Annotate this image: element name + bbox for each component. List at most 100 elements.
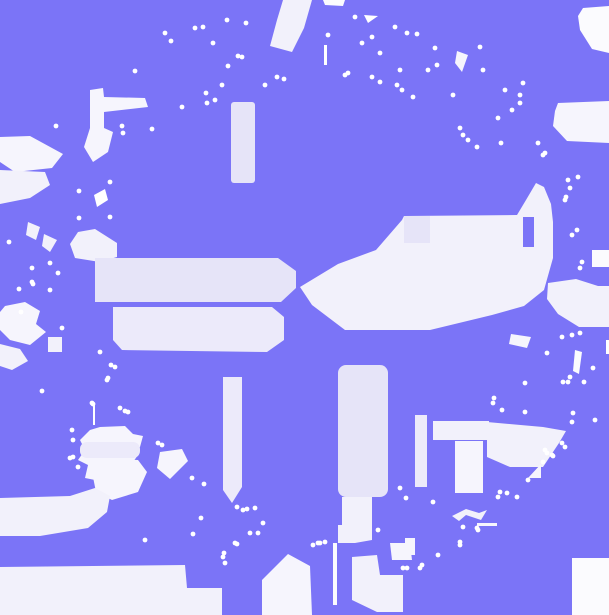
ring-dot: [97, 349, 103, 355]
ring-dot: [325, 32, 331, 38]
ring-dot: [149, 126, 155, 132]
ring-dot: [435, 552, 441, 558]
ring-dot: [155, 440, 161, 446]
small-parallelogram-c: [157, 449, 188, 479]
right-slash: [573, 350, 582, 374]
ring-dot: [392, 24, 398, 30]
ring-dot: [224, 17, 230, 23]
ring-dot: [477, 44, 483, 50]
f-bar-vertical: [415, 415, 427, 487]
ring-dot: [244, 506, 250, 512]
ring-dot: [563, 194, 569, 200]
ring-dot: [559, 440, 565, 446]
ring-dot: [220, 554, 226, 560]
ring-dot: [517, 92, 523, 98]
ring-dot: [567, 185, 573, 191]
bottom-hill: [262, 554, 312, 615]
ring-dot: [417, 565, 423, 571]
ring-dot: [234, 541, 240, 547]
ring-dot: [375, 527, 381, 533]
top-edge-strip: [323, 0, 345, 6]
ring-dot: [577, 265, 583, 271]
ring-dot: [142, 537, 148, 543]
ring-dot: [450, 92, 456, 98]
ring-dot: [219, 82, 225, 88]
ring-dot: [560, 379, 566, 385]
ring-dot: [16, 286, 22, 292]
ring-dot: [474, 525, 480, 531]
ring-dot: [212, 97, 218, 103]
ring-dot: [517, 100, 523, 106]
right-edge-tick: [606, 340, 609, 354]
ring-dot: [565, 177, 571, 183]
ring-dot: [352, 14, 358, 20]
ring-dot: [247, 530, 253, 536]
f-cluster: [487, 422, 566, 467]
ring-dot: [317, 540, 323, 546]
band-left-lower: [113, 307, 284, 352]
ring-dot: [55, 270, 61, 276]
ring-dot: [117, 405, 123, 411]
ring-dot: [559, 334, 565, 340]
ring-dot: [460, 524, 466, 530]
ring-dot: [162, 30, 168, 36]
f-bar-horizontal: [433, 421, 489, 440]
bird-shape: [452, 509, 487, 521]
ring-dot: [569, 232, 575, 238]
ring-dot: [590, 365, 596, 371]
ring-dot: [397, 67, 403, 73]
right-mass: [300, 183, 553, 330]
small-parallelogram-b: [509, 334, 531, 348]
ring-dot: [574, 227, 580, 233]
ring-dot: [53, 123, 59, 129]
ring-dot: [240, 507, 246, 513]
ring-dot: [498, 140, 504, 146]
thin-line-b: [333, 543, 337, 605]
ring-dot: [201, 481, 207, 487]
ring-dot: [59, 325, 65, 331]
ring-dot: [29, 265, 35, 271]
ring-dot: [369, 74, 375, 80]
ring-dot: [514, 494, 520, 500]
ring-dot: [159, 442, 165, 448]
ring-dot: [69, 427, 75, 433]
right-small-square: [592, 250, 609, 267]
ring-dot: [434, 62, 440, 68]
ring-dot: [403, 495, 409, 501]
ring-dot: [274, 74, 280, 80]
left-star-a: [0, 302, 46, 345]
ring-dot: [260, 520, 266, 526]
ring-dot: [235, 53, 241, 59]
flag-shape: [84, 88, 148, 162]
ring-dot: [399, 87, 405, 93]
ring-dot: [567, 374, 573, 380]
ring-dot: [394, 82, 400, 88]
ring-dot: [432, 45, 438, 51]
right-mass-notch: [523, 217, 534, 247]
ring-dot: [520, 80, 526, 86]
ring-dot: [549, 452, 555, 458]
ring-dot: [179, 104, 185, 110]
ring-dot: [369, 34, 375, 40]
ring-dot: [76, 188, 82, 194]
ring-dot: [122, 408, 128, 414]
ring-dot: [575, 174, 581, 180]
left-small-square: [48, 337, 62, 352]
ring-dot: [119, 123, 125, 129]
bottom-center-bar: [338, 365, 388, 497]
top-column: [231, 102, 255, 183]
ring-dot: [70, 454, 76, 460]
ring-dot: [75, 464, 81, 470]
ring-dot: [509, 107, 515, 113]
ring-dot: [410, 94, 416, 100]
right-top-blob: [553, 101, 609, 143]
ring-dot: [495, 494, 501, 500]
ring-dot: [491, 395, 497, 401]
ring-dot: [203, 90, 209, 96]
ring-dot: [281, 76, 287, 82]
ring-dot: [565, 379, 571, 385]
ring-dot: [404, 30, 410, 36]
ring-dot: [465, 137, 471, 143]
